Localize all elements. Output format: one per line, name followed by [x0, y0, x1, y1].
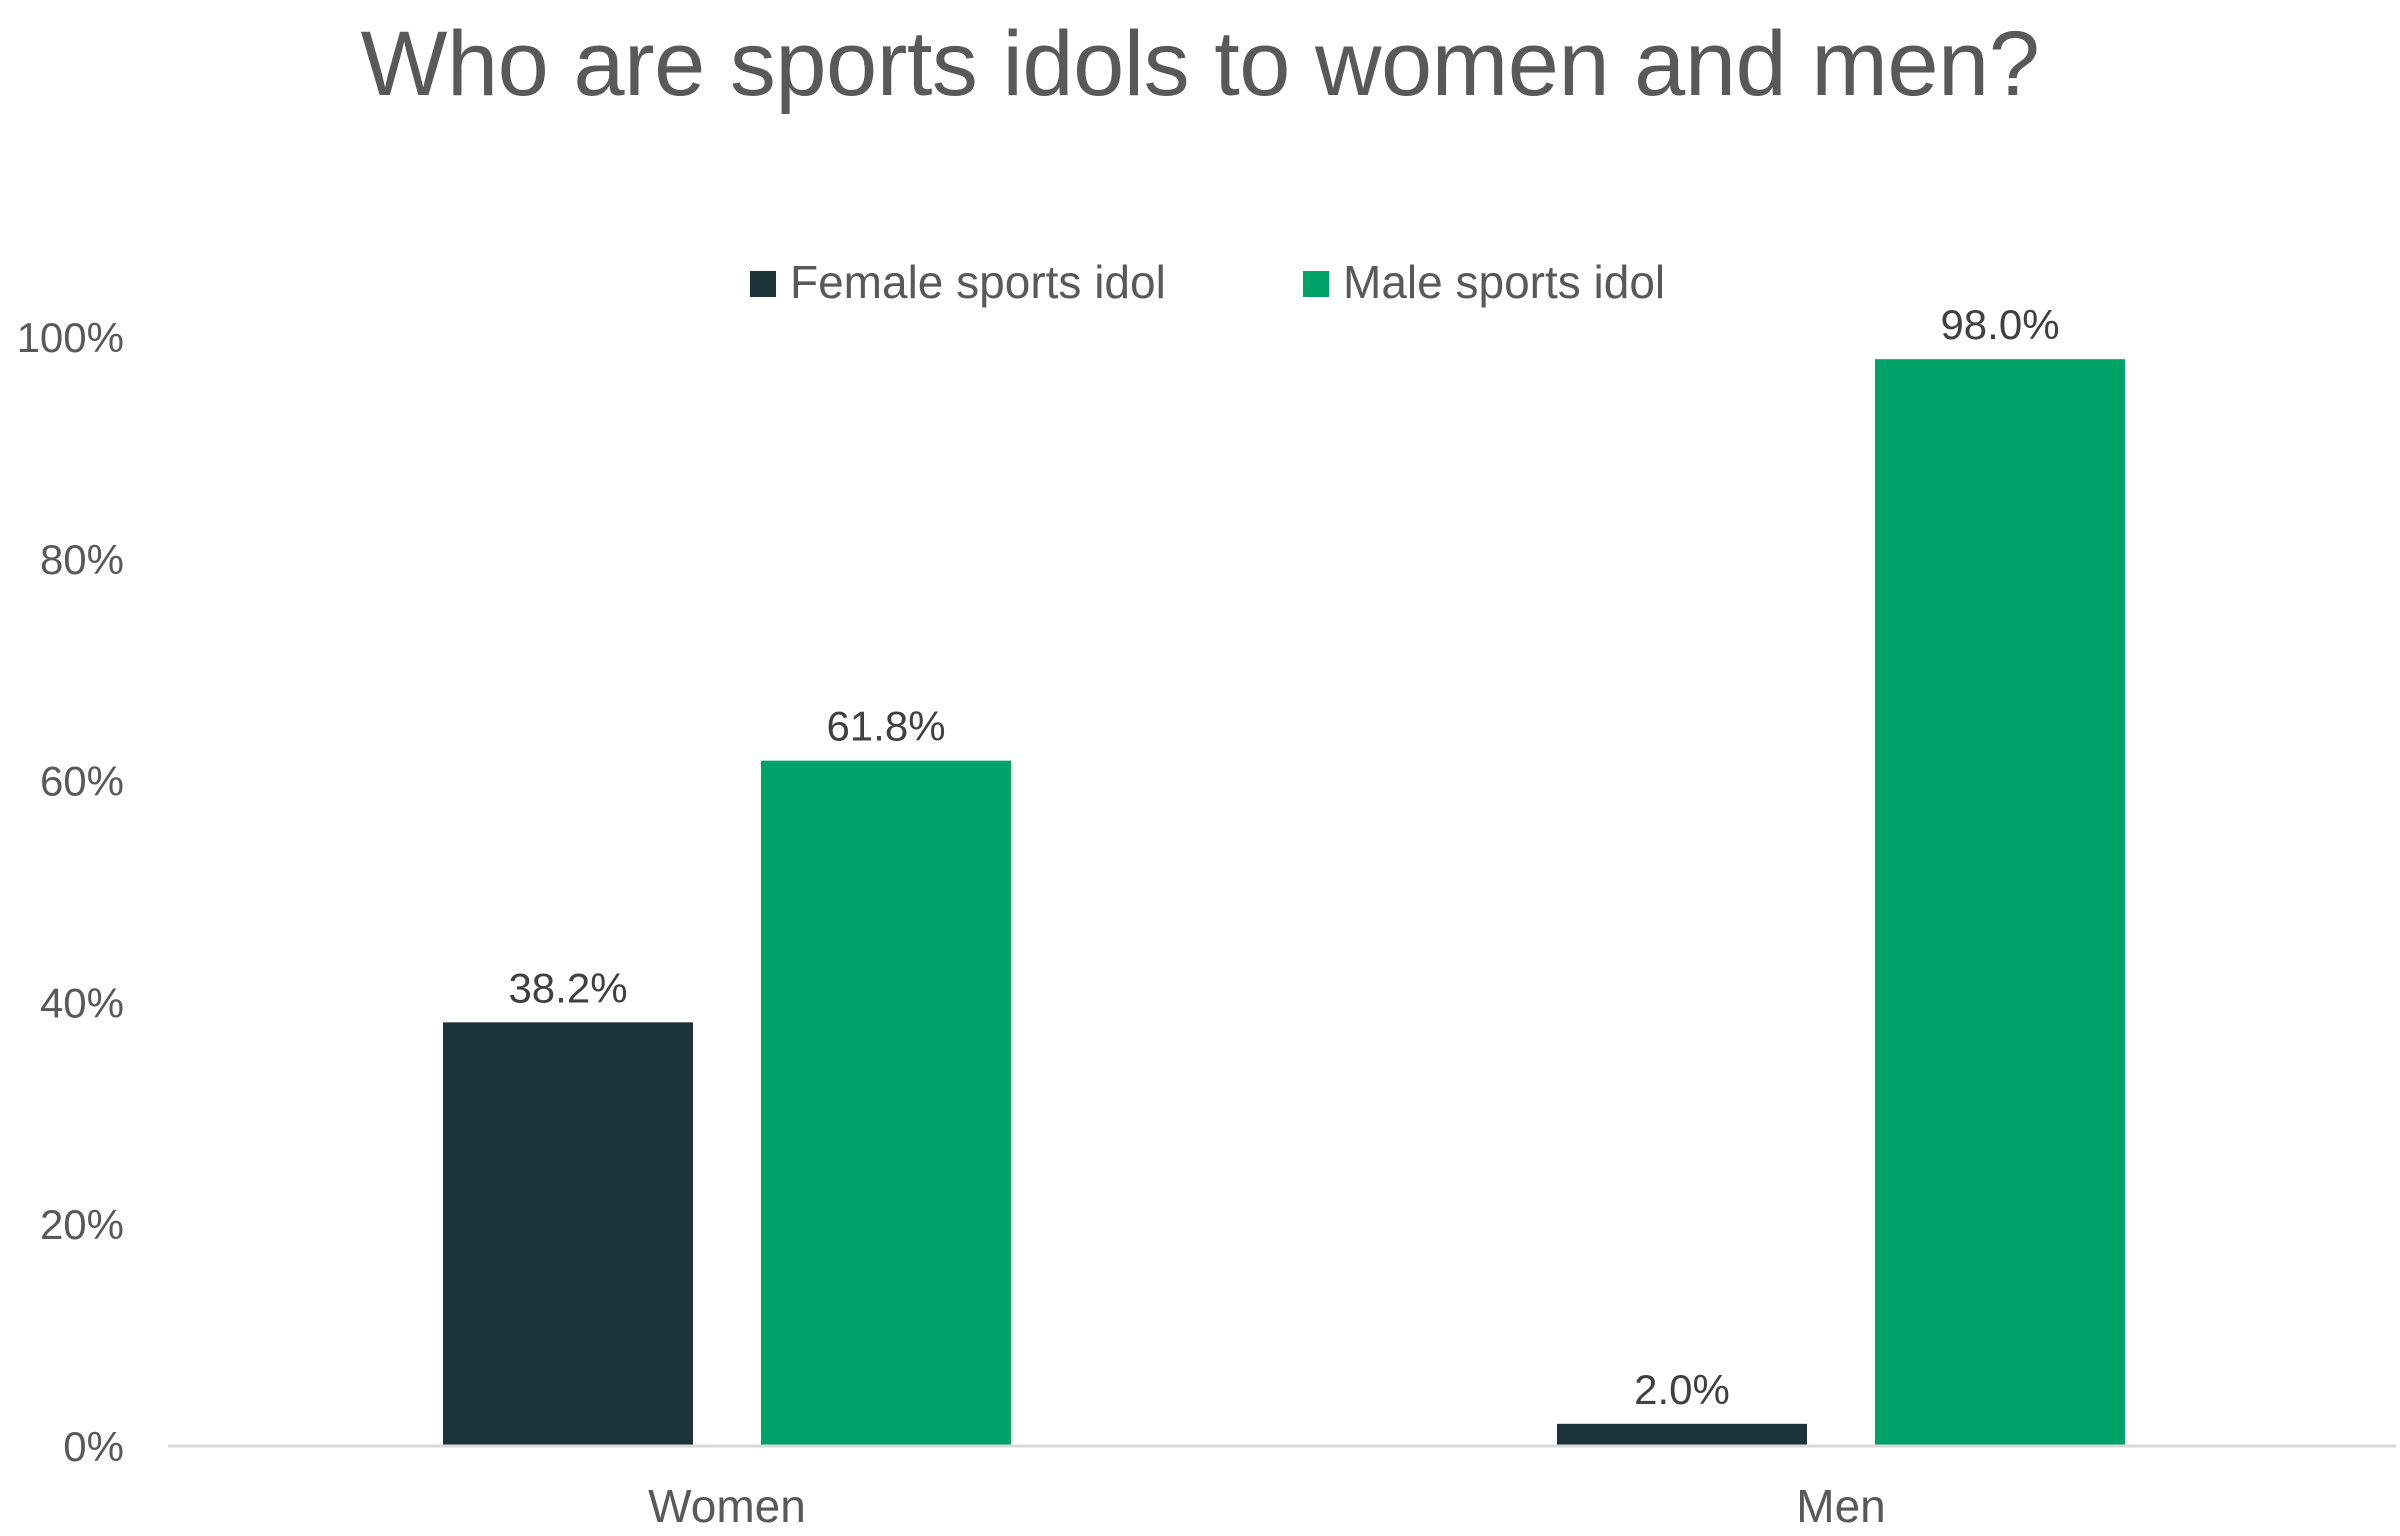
bar	[443, 1022, 693, 1446]
bar	[1557, 1423, 1807, 1446]
y-tick-label: 80%	[40, 536, 124, 583]
legend-item: Female sports idol	[750, 256, 1166, 308]
y-tick-label: 20%	[40, 1201, 124, 1248]
bars	[443, 359, 2125, 1447]
data-labels: 38.2% 2.0% 61.8% 98.0%	[508, 301, 2059, 1413]
y-tick-label: 40%	[40, 979, 124, 1026]
legend-label: Female sports idol	[790, 256, 1166, 308]
data-label: 38.2%	[508, 964, 627, 1011]
legend-swatch	[1303, 271, 1329, 297]
x-category-label: Men	[1796, 1480, 1885, 1532]
x-axis: Women Men	[648, 1480, 1886, 1532]
legend-swatch	[750, 271, 776, 297]
y-tick-label: 100%	[17, 314, 124, 361]
y-tick-label: 0%	[63, 1423, 124, 1470]
data-label: 2.0%	[1634, 1366, 1730, 1413]
data-label: 61.8%	[826, 703, 945, 750]
chart-title: Who are sports idols to women and men?	[360, 13, 2040, 115]
x-category-label: Women	[648, 1480, 806, 1532]
legend-label: Male sports idol	[1343, 256, 1665, 308]
y-tick-label: 60%	[40, 758, 124, 805]
data-label: 98.0%	[1940, 301, 2059, 348]
y-axis: 0% 20% 40% 60% 80% 100%	[17, 314, 124, 1470]
legend-item: Male sports idol	[1303, 256, 1665, 308]
bar	[761, 760, 1011, 1446]
legend: Female sports idol Male sports idol	[750, 256, 1665, 308]
bar	[1875, 359, 2125, 1447]
